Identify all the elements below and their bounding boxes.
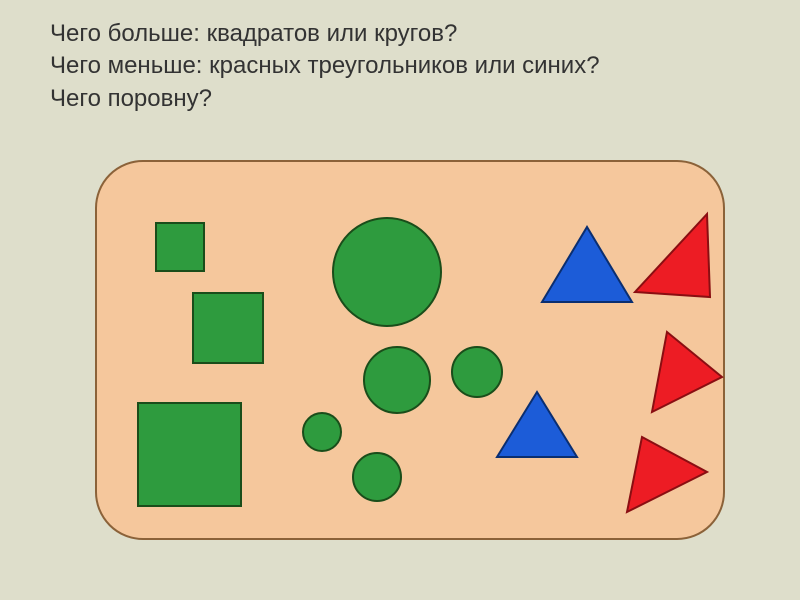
question-line-3: Чего поровну?: [50, 83, 760, 115]
triangles-layer: [97, 162, 727, 542]
question-line-1: Чего больше: квадратов или кругов?: [50, 18, 760, 50]
question-text: Чего больше: квадратов или кругов? Чего …: [0, 0, 800, 115]
question-line-2: Чего меньше: красных треугольников или с…: [50, 50, 760, 82]
shapes-container: [95, 160, 725, 540]
blue-triangle: [497, 392, 577, 457]
red-triangle: [635, 214, 710, 297]
red-triangle: [652, 332, 722, 412]
red-triangle: [627, 437, 707, 512]
blue-triangle: [542, 227, 632, 302]
